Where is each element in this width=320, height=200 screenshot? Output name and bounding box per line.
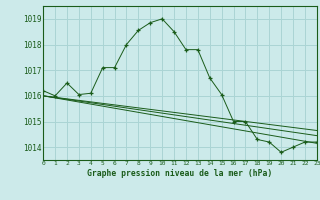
X-axis label: Graphe pression niveau de la mer (hPa): Graphe pression niveau de la mer (hPa) xyxy=(87,169,273,178)
